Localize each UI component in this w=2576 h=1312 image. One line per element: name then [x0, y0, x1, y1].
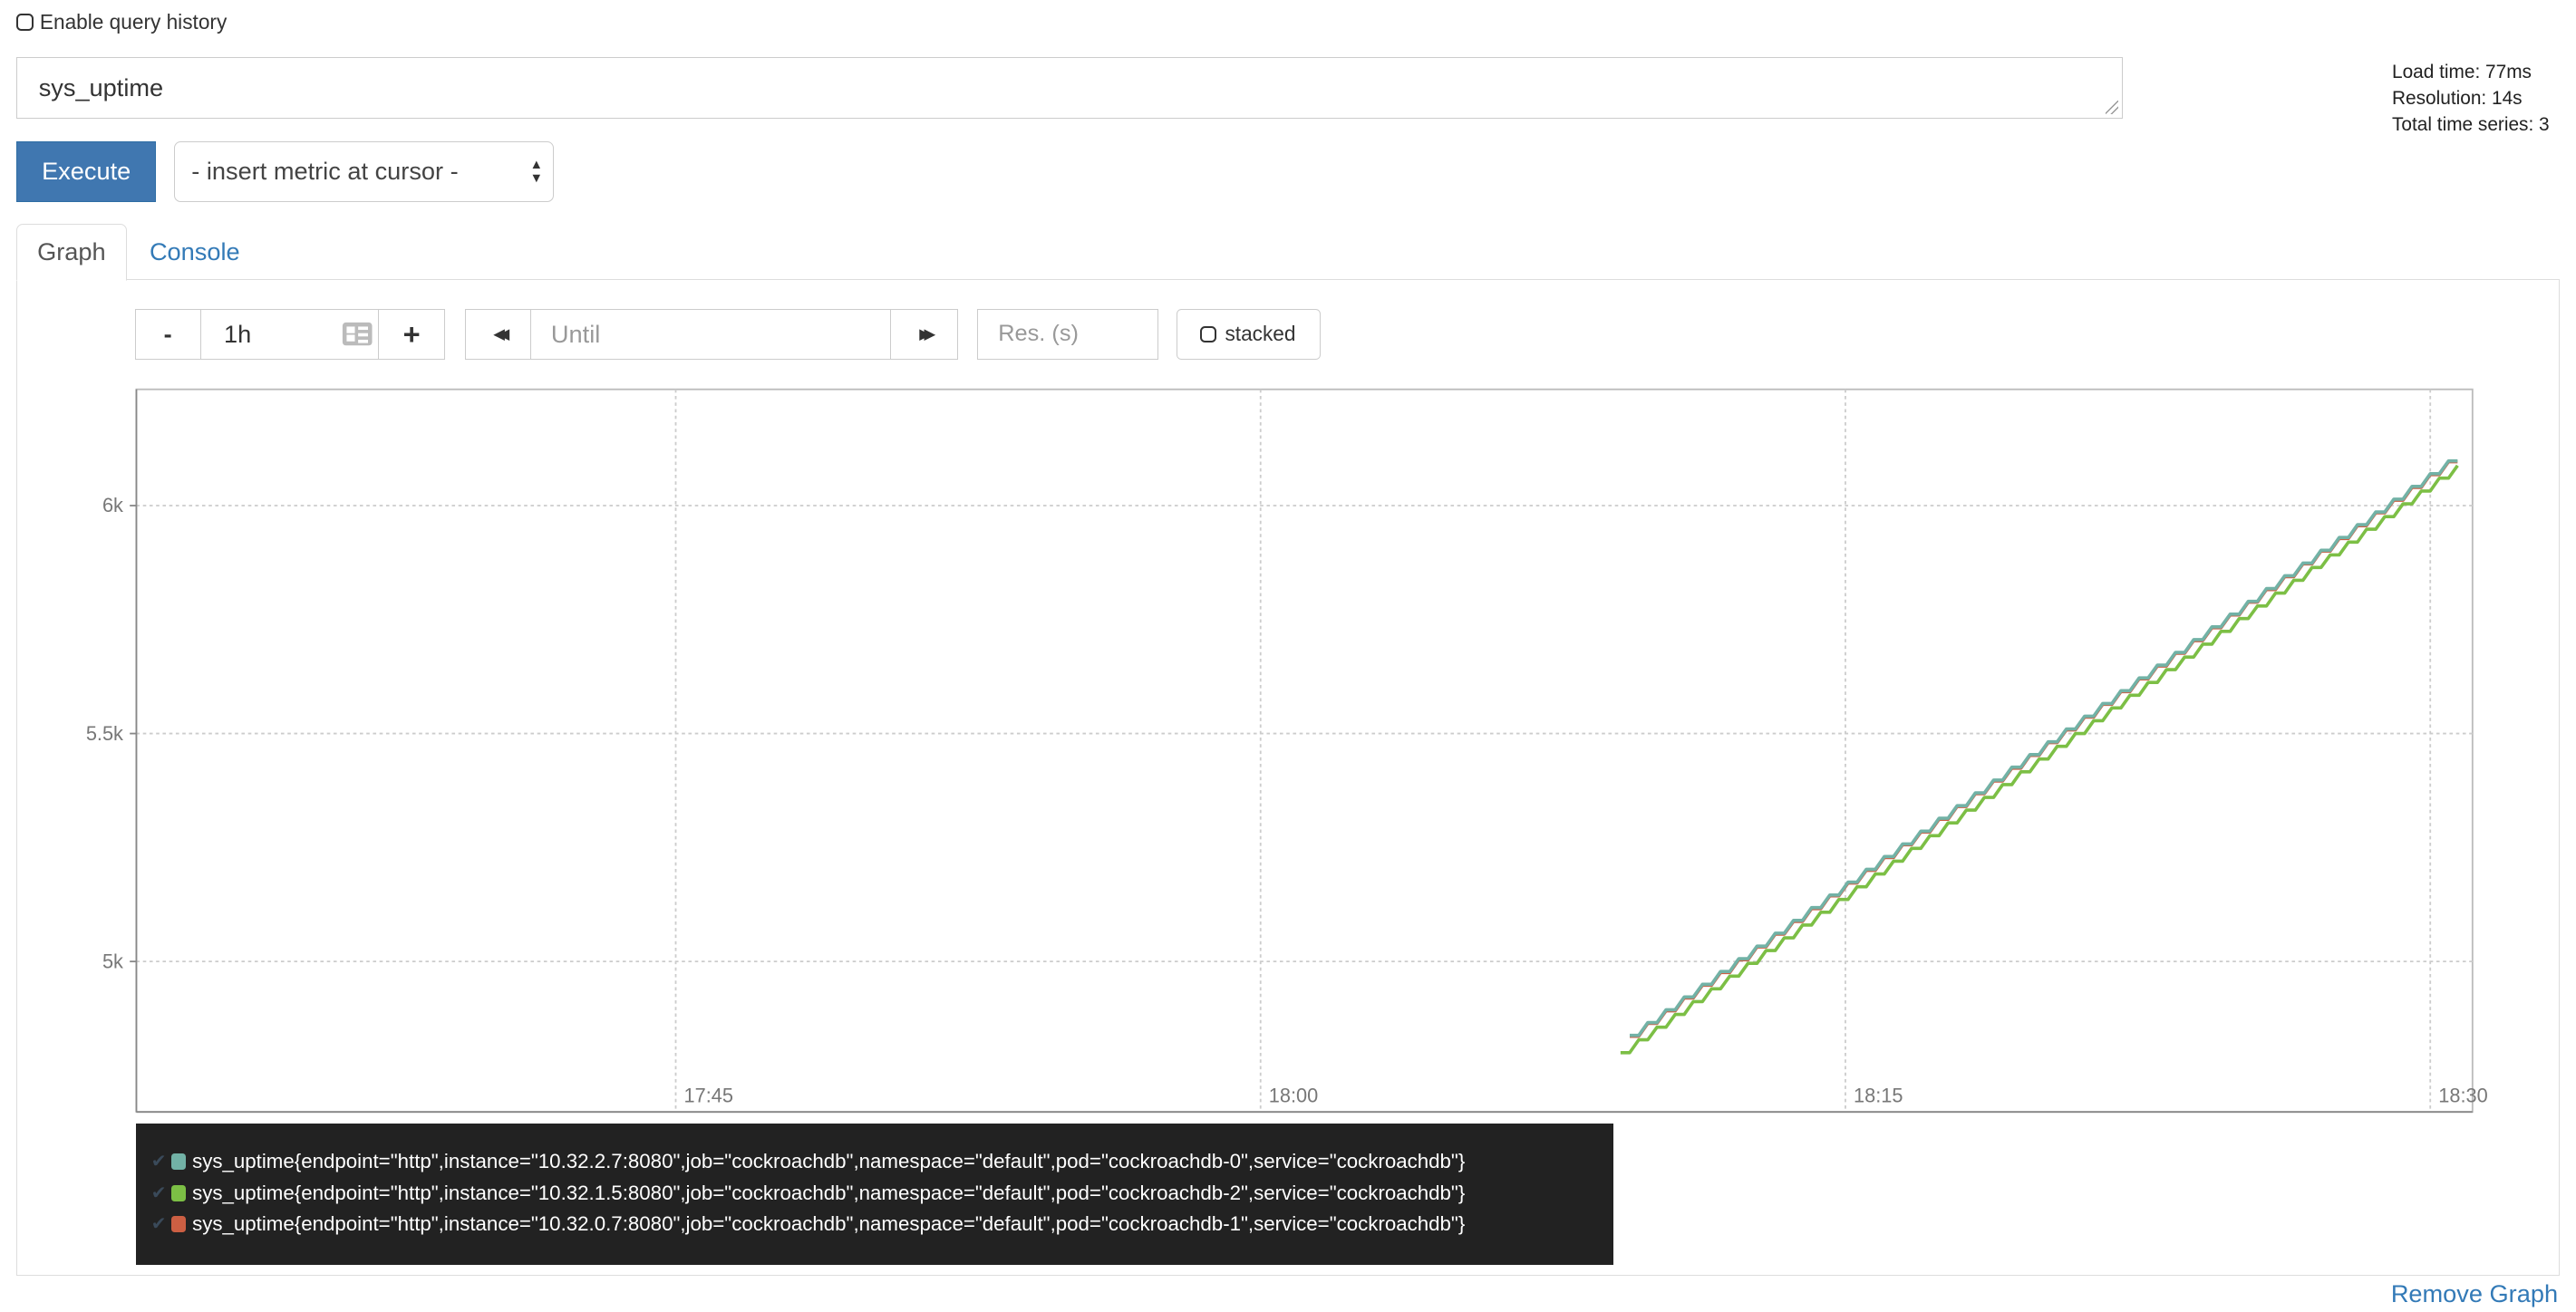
series-swatch: [170, 1153, 186, 1171]
check-icon[interactable]: ✔: [150, 1182, 167, 1203]
total-time-series: Total time series: 3: [2392, 114, 2550, 136]
query-input[interactable]: sys_uptime: [16, 57, 2123, 119]
decrease-range-button[interactable]: -: [136, 309, 201, 359]
plot-frame: [135, 388, 2474, 1113]
x-tick-label: 18:30: [2438, 1084, 2487, 1106]
range-picker-icon[interactable]: [342, 322, 374, 346]
query-stats: Load time: 77ms Resolution: 14s Total ti…: [2392, 59, 2550, 138]
legend-label: sys_uptime{endpoint="http",instance="10.…: [192, 1181, 1466, 1204]
series-line-0: [1630, 458, 2458, 1037]
legend-item[interactable]: ✔ sys_uptime{endpoint="http",instance="10…: [151, 1146, 1613, 1177]
resolution-placeholder: Res. (s): [998, 321, 1079, 347]
legend: ✔ sys_uptime{endpoint="http",instance="10…: [136, 1123, 1613, 1265]
increase-range-button[interactable]: +: [402, 316, 421, 351]
end-time-control-group: ◀◀ Until ▶▶: [464, 308, 958, 360]
check-icon[interactable]: ✔: [150, 1152, 167, 1172]
remove-graph-link[interactable]: Remove Graph: [2390, 1278, 2559, 1307]
fast-forward-button[interactable]: ▶▶: [919, 325, 935, 342]
x-tick-label: 18:15: [1854, 1084, 1903, 1106]
checkbox-icon[interactable]: [16, 14, 34, 31]
insert-metric-select[interactable]: - insert metric at cursor - ▲ ▼: [174, 140, 554, 202]
enable-query-history-checkbox[interactable]: Enable query history: [16, 10, 227, 34]
insert-metric-selected: - insert metric at cursor -: [191, 157, 459, 186]
checkbox-icon: [1199, 325, 1217, 343]
graph-tab-pane: [16, 279, 2560, 1277]
stacked-toggle-button[interactable]: stacked: [1176, 308, 1322, 360]
query-text: sys_uptime: [38, 72, 164, 101]
enable-query-history-label: Enable query history: [39, 9, 228, 34]
check-icon[interactable]: ✔: [150, 1214, 167, 1235]
series-swatch: [170, 1184, 186, 1201]
tab-console[interactable]: Console: [149, 237, 240, 266]
resolution-input[interactable]: Res. (s): [977, 308, 1158, 360]
rewind-button[interactable]: ◀◀: [466, 309, 532, 359]
x-tick-label: 18:00: [1269, 1084, 1318, 1106]
series-line-1: [1620, 464, 2459, 1055]
range-control-group: - 1h +: [134, 308, 446, 360]
stacked-label: stacked: [1225, 322, 1296, 346]
legend-item[interactable]: ✔ sys_uptime{endpoint="http",instance="10…: [151, 1178, 1613, 1209]
stacked-toggle-content: stacked: [1177, 310, 1319, 359]
tab-graph[interactable]: Graph: [16, 223, 127, 281]
x-tick-label: 17:45: [684, 1084, 733, 1106]
legend-item[interactable]: ✔ sys_uptime{endpoint="http",instance="10…: [151, 1209, 1613, 1240]
until-input[interactable]: Until: [531, 309, 892, 359]
y-tick-label: 5.5k: [86, 722, 123, 745]
y-tick-label: 5k: [102, 950, 123, 972]
legend-label: sys_uptime{endpoint="http",instance="10.…: [192, 1212, 1466, 1236]
resolution: Resolution: 14s: [2392, 88, 2523, 110]
y-tick-label: 6k: [102, 494, 123, 516]
uptime-chart: 5k 5.5k 6k 17:45 18:00 18:15 18:30: [86, 388, 2488, 1113]
range-value: 1h: [224, 319, 252, 348]
execute-button[interactable]: Execute: [16, 140, 157, 202]
range-input[interactable]: 1h: [201, 309, 380, 359]
select-arrows-icon: ▲ ▼: [529, 158, 543, 186]
series-swatch: [170, 1216, 186, 1233]
resize-grip-icon[interactable]: [2105, 101, 2119, 114]
legend-label: sys_uptime{endpoint="http",instance="10.…: [192, 1150, 1466, 1173]
load-time: Load time: 77ms: [2392, 62, 2532, 83]
